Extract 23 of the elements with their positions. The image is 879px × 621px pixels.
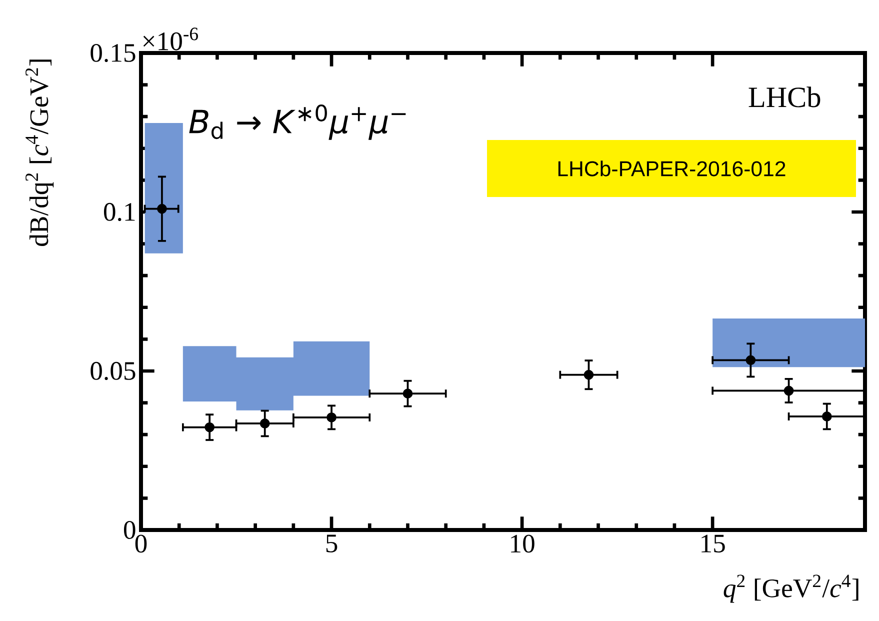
y-tick-label: 0.15 [90,44,136,62]
point [402,388,413,399]
x-tick-label: 15 [702,534,725,553]
point [746,355,756,366]
point [784,386,794,396]
x-axis-title: q$^{2}$ [GeV$^{2}$/c$^{4}$] [724,574,858,603]
y-tick-label: 0.1 [104,202,135,222]
x-tick-label: 0 [135,534,147,553]
text: ×10$^{-6}$ [143,28,198,50]
point [204,422,215,432]
point [822,412,832,422]
point [260,418,270,428]
x-tick-label: 5 [326,534,338,552]
point [157,204,167,214]
y-axis-title: dB/dq$^{2}$ [c$^{4}$/GeV$^{2}$] [26,60,54,246]
annotation: LHCb [748,86,820,108]
x-tick-label: 10 [511,534,534,553]
y-tick-label: 0.05 [90,362,136,380]
text: B$_{d}$ → K$^{∗0}$μ$^{+}$μ$^{−}$ [189,104,406,140]
point [584,370,594,380]
point [326,412,336,422]
annotation: LHCb-PAPER-2016-012 [558,160,786,176]
y-tick-label: 0 [124,520,136,539]
